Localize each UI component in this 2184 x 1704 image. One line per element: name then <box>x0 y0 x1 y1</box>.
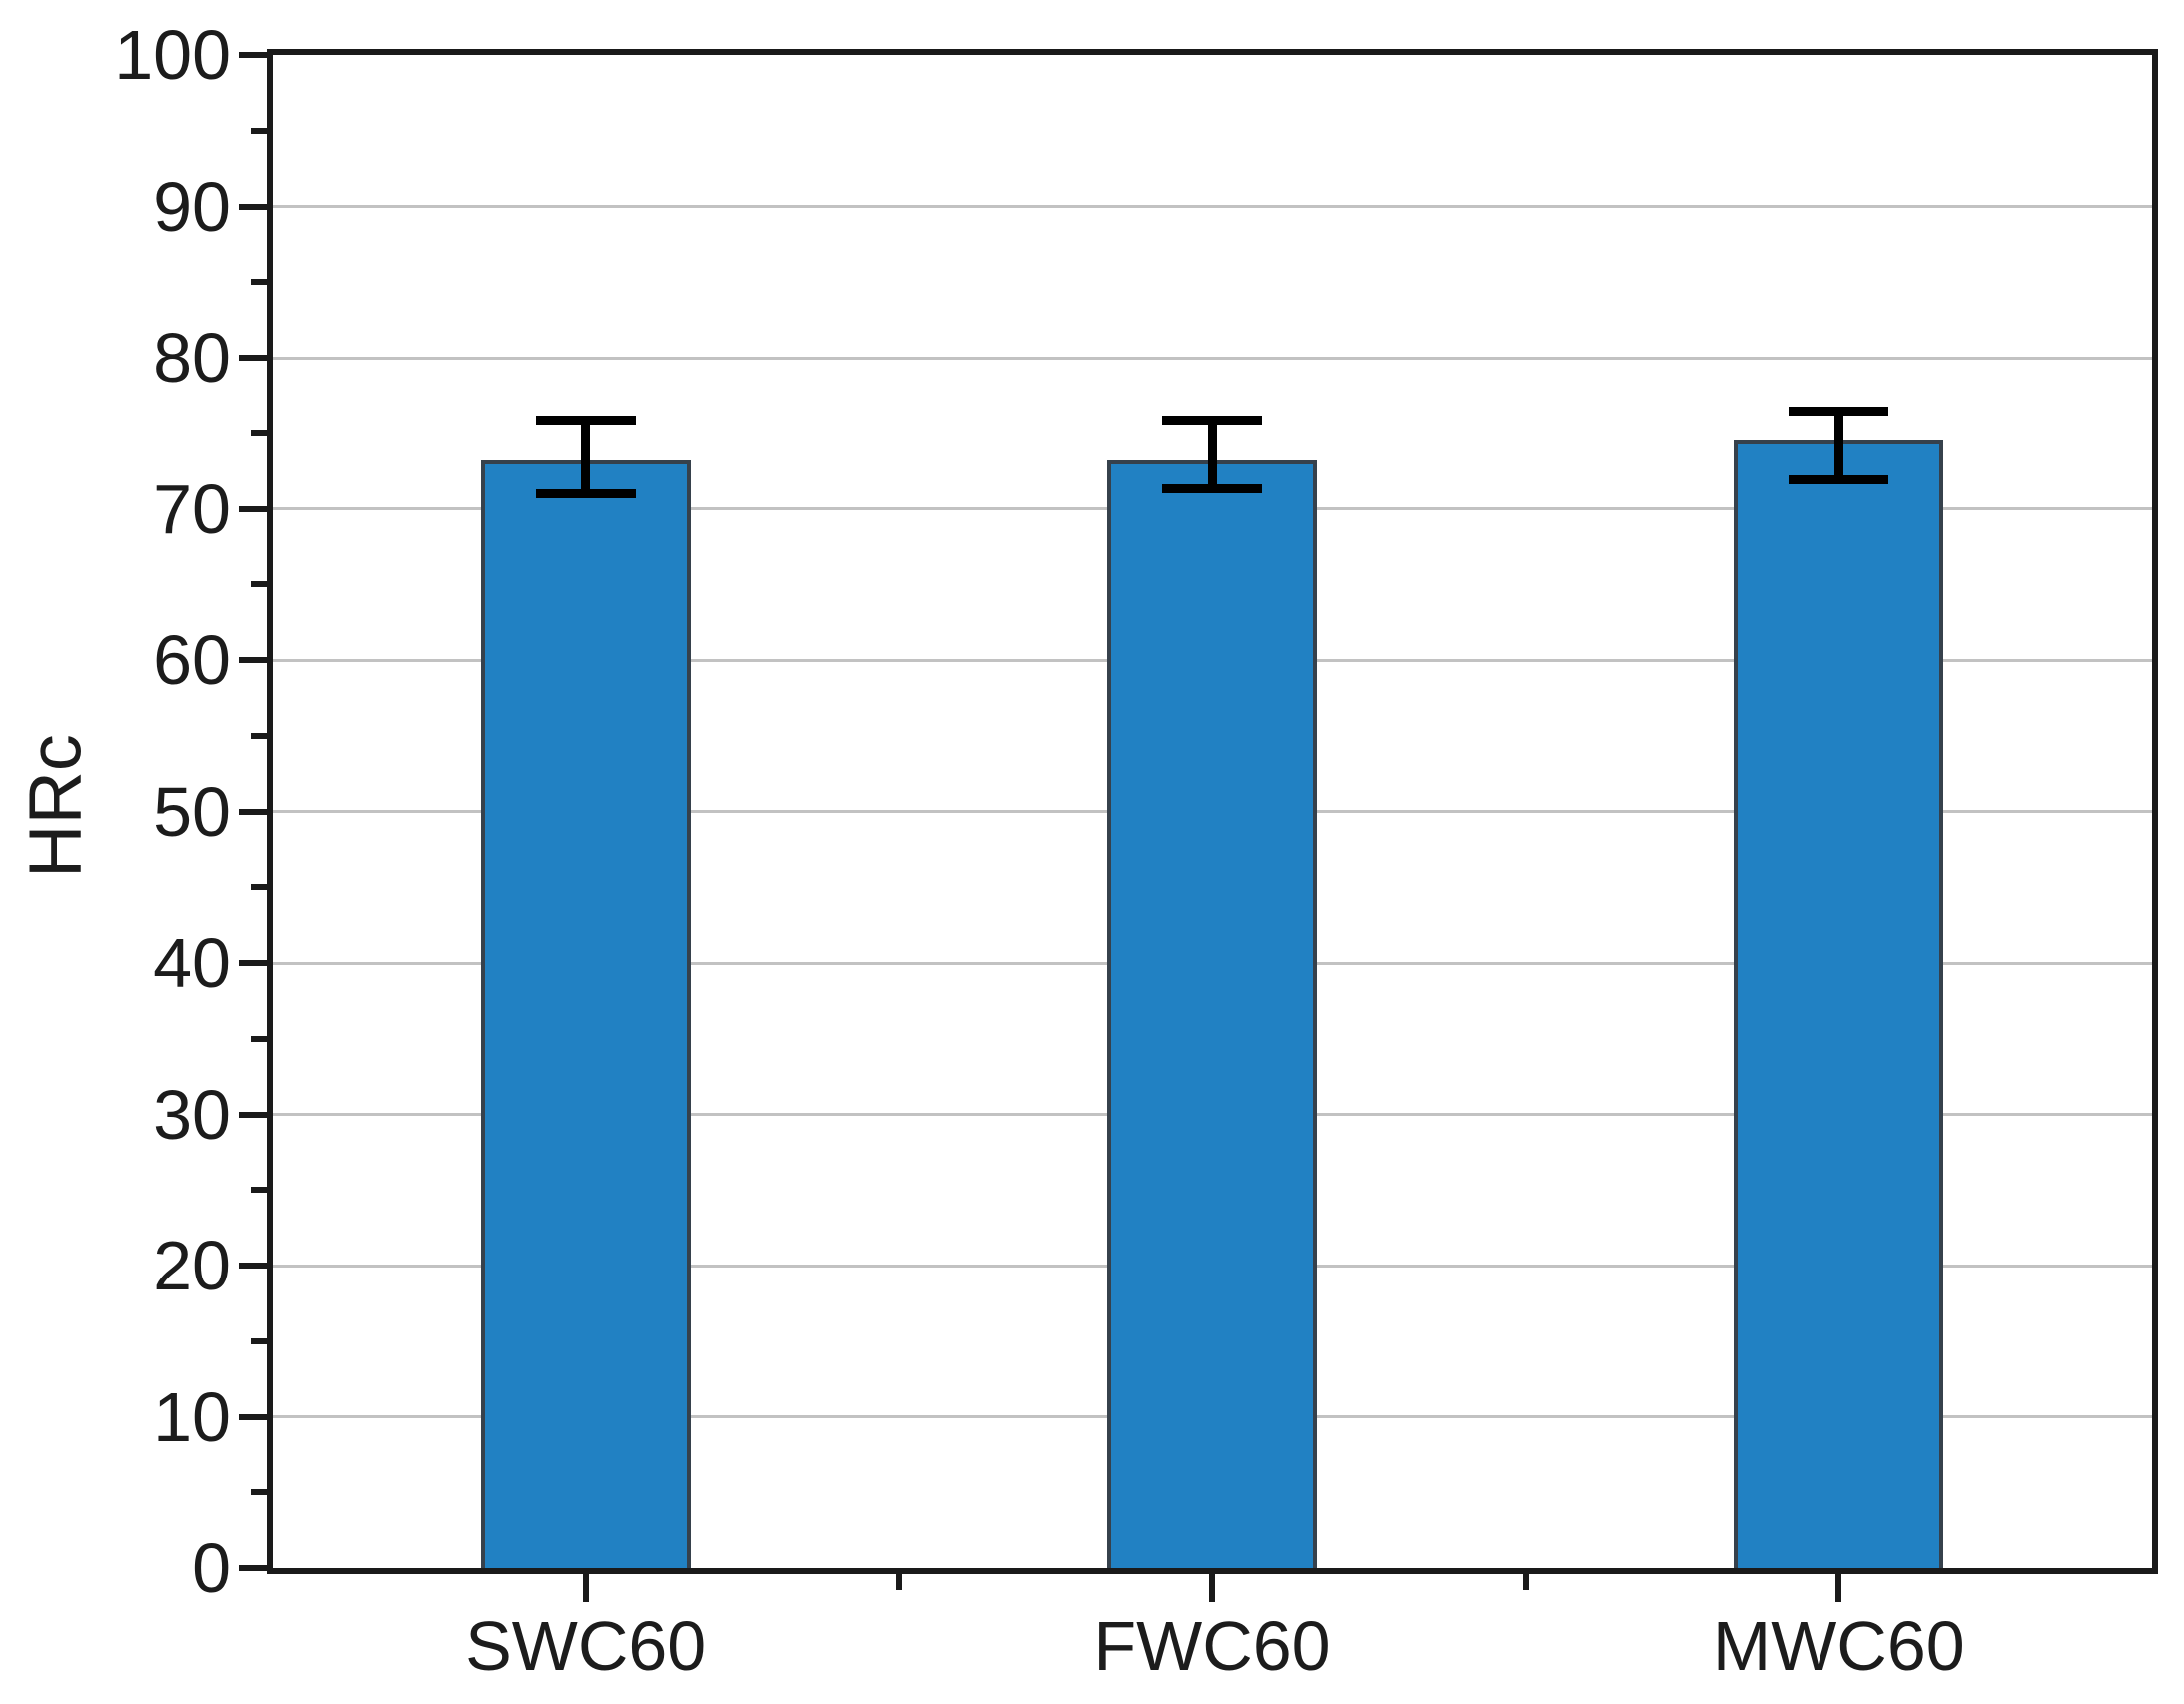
y-tick-label-10: 10 <box>153 1377 231 1456</box>
bar-swc60 <box>480 460 691 1568</box>
y-major-tick <box>239 1111 267 1118</box>
y-major-tick <box>239 1413 267 1420</box>
y-tick-label-80: 80 <box>153 319 231 397</box>
bar-mwc60 <box>1734 440 1944 1568</box>
y-tick-label-100: 100 <box>114 16 231 94</box>
error-bar-cap-top <box>1789 406 1889 416</box>
y-tick-label-30: 30 <box>153 1075 231 1154</box>
y-tick-label-90: 90 <box>153 167 231 246</box>
x-major-tick <box>1209 1574 1215 1602</box>
y-minor-tick <box>251 1187 267 1194</box>
plot-area <box>273 55 2152 1568</box>
y-minor-tick <box>251 1035 267 1042</box>
x-tick-label-fwc60: FWC60 <box>1093 1607 1331 1685</box>
y-major-tick <box>239 203 267 210</box>
y-minor-tick <box>251 884 267 891</box>
y-major-tick <box>239 1263 267 1269</box>
y-tick-label-50: 50 <box>153 772 231 851</box>
y-tick-label-20: 20 <box>153 1227 231 1304</box>
x-minor-tick <box>1522 1574 1529 1590</box>
y-minor-tick <box>251 1489 267 1496</box>
y-major-tick <box>239 960 267 966</box>
x-tick-label-swc60: SWC60 <box>465 1607 707 1685</box>
error-bar-cap-top <box>535 415 636 425</box>
gridline <box>273 205 2152 208</box>
y-tick-label-60: 60 <box>153 621 231 699</box>
error-bar-cap-top <box>1162 415 1262 425</box>
y-tick-label-40: 40 <box>153 924 231 1002</box>
error-bar-line <box>1207 420 1217 489</box>
y-major-tick <box>239 355 267 361</box>
y-major-tick <box>239 808 267 815</box>
y-minor-tick <box>251 732 267 739</box>
y-minor-tick <box>251 429 267 436</box>
y-tick-label-70: 70 <box>153 469 231 548</box>
x-tick-label-mwc60: MWC60 <box>1712 1607 1965 1685</box>
gridline <box>273 356 2152 360</box>
bar-fwc60 <box>1107 460 1317 1568</box>
y-minor-tick <box>251 279 267 286</box>
error-bar-cap-bottom <box>1789 475 1889 485</box>
error-bar-line <box>581 420 591 494</box>
y-major-tick <box>239 1565 267 1571</box>
x-major-tick <box>1835 1574 1842 1602</box>
error-bar-cap-bottom <box>1162 484 1262 494</box>
x-minor-tick <box>896 1574 903 1590</box>
y-major-tick <box>239 505 267 512</box>
y-major-tick <box>239 52 267 58</box>
y-major-tick <box>239 657 267 663</box>
y-minor-tick <box>251 581 267 588</box>
error-bar-cap-bottom <box>535 488 636 498</box>
x-major-tick <box>582 1574 589 1602</box>
y-minor-tick <box>251 1337 267 1344</box>
y-tick-label-0: 0 <box>192 1529 231 1607</box>
y-minor-tick <box>251 127 267 134</box>
error-bar-line <box>1833 411 1843 480</box>
plot-frame <box>267 49 2158 1574</box>
